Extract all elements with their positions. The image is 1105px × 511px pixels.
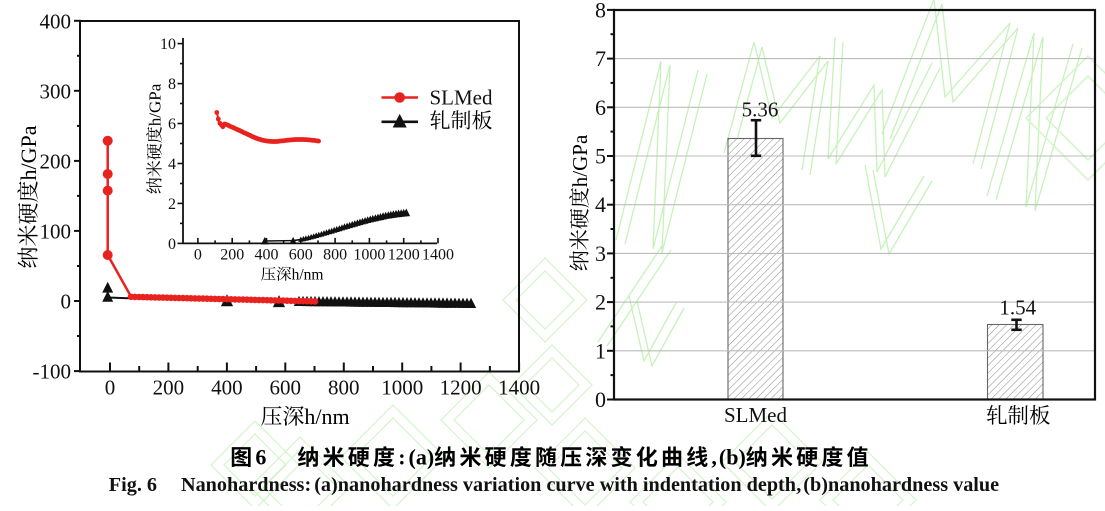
svg-text:3: 3 (595, 241, 606, 266)
svg-text:10: 10 (160, 36, 176, 53)
svg-text:h/GPa: h/GPa (146, 83, 165, 126)
svg-text:5.36: 5.36 (742, 98, 779, 122)
svg-text:1400: 1400 (422, 247, 454, 264)
svg-text:0: 0 (194, 247, 202, 264)
svg-text:Nanohardness: Nanohardness (181, 474, 305, 496)
svg-text:SLMed: SLMed (724, 403, 788, 427)
svg-text:6: 6 (595, 95, 606, 120)
svg-text:6: 6 (255, 445, 266, 470)
svg-text:8: 8 (168, 76, 176, 93)
svg-text:600: 600 (270, 376, 302, 400)
svg-text:0: 0 (105, 376, 116, 400)
svg-text:0: 0 (595, 387, 606, 412)
svg-text:8: 8 (595, 0, 606, 22)
svg-text:400: 400 (211, 376, 243, 400)
svg-text:nanohardness variation curve w: nanohardness variation curve with indent… (338, 474, 796, 496)
svg-text:1400: 1400 (498, 376, 540, 400)
svg-text:100: 100 (40, 219, 72, 243)
svg-text:(b): (b) (803, 474, 828, 496)
svg-text:nanohardness value: nanohardness value (828, 474, 999, 496)
svg-text::: : (305, 474, 312, 496)
svg-text:800: 800 (328, 376, 360, 400)
svg-text:SLMed: SLMed (430, 86, 494, 110)
svg-text:200: 200 (153, 376, 185, 400)
svg-text:1.54: 1.54 (999, 295, 1036, 319)
svg-text:(a): (a) (409, 445, 435, 470)
svg-text:200: 200 (220, 247, 244, 264)
svg-text:,: , (796, 474, 801, 496)
svg-text:(b): (b) (719, 445, 746, 470)
svg-text:1: 1 (595, 338, 606, 363)
svg-text:,: , (711, 445, 717, 470)
svg-text:5: 5 (595, 144, 606, 169)
svg-text:300: 300 (40, 79, 72, 103)
svg-text:1200: 1200 (388, 247, 420, 264)
svg-text:400: 400 (40, 9, 72, 33)
svg-text:600: 600 (289, 247, 313, 264)
svg-text:2: 2 (168, 196, 176, 213)
svg-text:1000: 1000 (381, 376, 423, 400)
svg-text:400: 400 (255, 247, 279, 264)
svg-text:200: 200 (40, 149, 72, 173)
svg-text:Fig. 6: Fig. 6 (109, 474, 157, 496)
svg-text:2: 2 (595, 290, 606, 315)
svg-text:4: 4 (595, 192, 606, 217)
svg-text:h/GPa: h/GPa (568, 134, 592, 187)
svg-text:h/nm: h/nm (292, 267, 324, 284)
svg-text:h/nm: h/nm (304, 404, 349, 429)
svg-text:7: 7 (595, 46, 606, 71)
svg-text:h/GPa: h/GPa (16, 125, 41, 180)
svg-text::: : (398, 445, 405, 470)
svg-text:0: 0 (168, 236, 176, 253)
svg-text:6: 6 (168, 116, 176, 133)
svg-text:800: 800 (323, 247, 347, 264)
svg-text:1000: 1000 (353, 247, 385, 264)
svg-text:4: 4 (168, 156, 176, 173)
svg-text:-100: -100 (33, 360, 72, 384)
svg-text:1200: 1200 (440, 376, 482, 400)
svg-text:(a): (a) (314, 474, 338, 496)
svg-text:0: 0 (61, 290, 72, 314)
